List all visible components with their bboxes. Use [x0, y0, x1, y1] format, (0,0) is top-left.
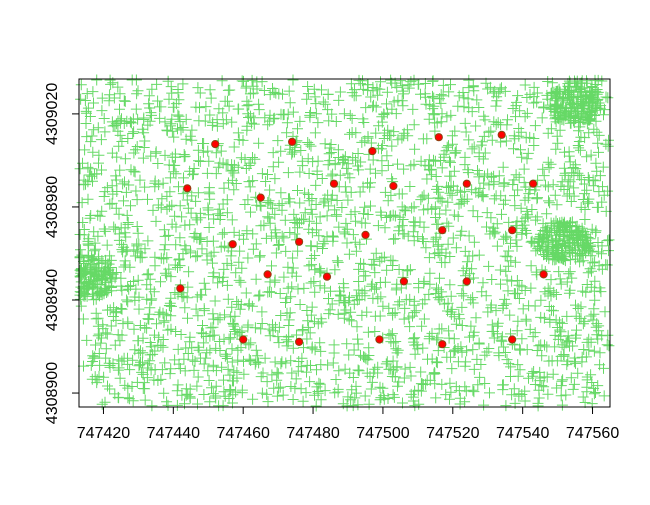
data-point	[329, 179, 339, 188]
plus-mark-cloud	[74, 74, 615, 412]
x-tick-label: 747480	[286, 425, 339, 442]
data-point	[322, 272, 332, 281]
x-tick-label: 747460	[216, 425, 269, 442]
data-point	[375, 335, 384, 344]
data-point	[389, 181, 398, 191]
x-tick-label: 747500	[356, 425, 409, 442]
point-series	[176, 130, 548, 349]
x-tick-label: 747520	[426, 425, 479, 442]
data-point	[176, 284, 185, 293]
data-point	[288, 137, 297, 146]
data-point	[438, 340, 447, 349]
x-tick-label: 747440	[147, 425, 200, 442]
background-plus-marks	[74, 74, 615, 412]
data-point	[508, 226, 517, 235]
data-point	[399, 277, 408, 286]
y-axis: 4308900 4308940 4308980 4309020	[44, 83, 80, 424]
data-point	[462, 179, 471, 188]
data-point	[434, 133, 443, 142]
x-tick-label: 747560	[566, 425, 619, 442]
data-point	[462, 277, 471, 286]
y-tick-label: 4308980	[44, 176, 61, 238]
data-point	[239, 335, 248, 344]
y-tick-label: 4309020	[44, 83, 61, 145]
data-point	[368, 147, 377, 156]
data-point	[361, 230, 370, 239]
y-tick-label: 4308940	[44, 269, 61, 331]
data-point	[228, 240, 237, 249]
data-point	[211, 140, 220, 149]
data-point	[529, 179, 538, 188]
data-point	[497, 130, 506, 139]
x-axis: 747420 747440 747460 747480 747500 747520 7475…	[77, 406, 619, 442]
y-tick-label: 4308900	[44, 362, 61, 424]
x-tick-label: 747540	[496, 425, 549, 442]
data-point	[508, 335, 517, 344]
data-point	[438, 226, 447, 235]
x-tick-label: 747420	[77, 425, 130, 442]
data-point	[256, 193, 265, 202]
data-point	[183, 184, 192, 193]
data-point	[295, 337, 304, 346]
data-point	[539, 270, 548, 279]
data-point	[263, 270, 272, 279]
data-point	[295, 237, 304, 246]
